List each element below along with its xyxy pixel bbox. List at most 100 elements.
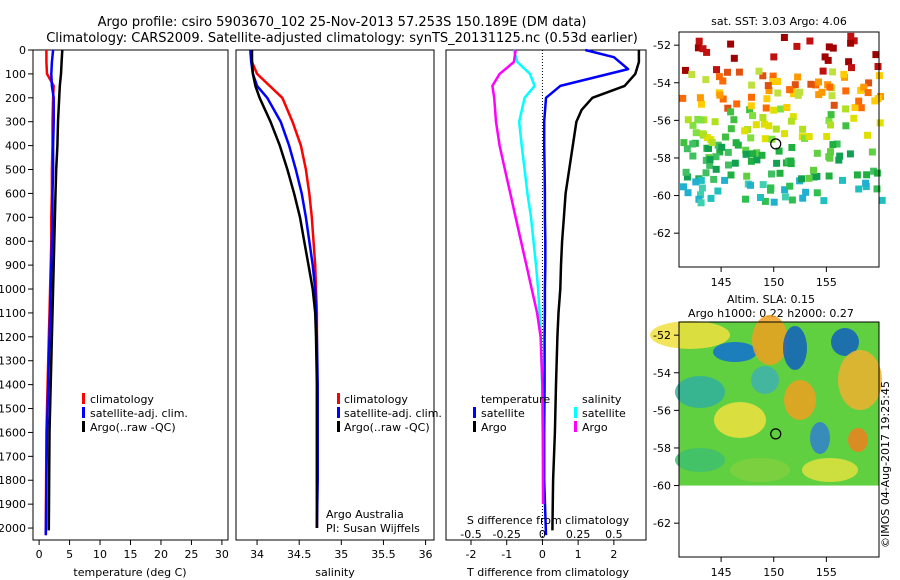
sst-cell [743, 172, 751, 180]
sst-cell [827, 111, 835, 119]
sst-cell [733, 100, 741, 108]
sst-cell [755, 67, 763, 75]
legend-label-climatology: climatology [90, 393, 154, 406]
sst-cell [789, 113, 797, 121]
sst-cell [759, 181, 767, 189]
sst-cell [698, 184, 706, 192]
sst-cell [821, 53, 829, 61]
sst-cell [772, 125, 780, 133]
salinity-x-label: salinity [315, 566, 355, 579]
sst-cell [715, 73, 723, 81]
y-tick-label: 1000 [0, 283, 26, 296]
map-y-tick-label: -52 [653, 39, 671, 52]
series-line-s-argo [491, 49, 545, 505]
y-tick-label: 100 [5, 68, 26, 81]
sst-cell [762, 104, 770, 112]
sst-cell [820, 197, 828, 205]
sst-cell [699, 45, 707, 53]
sst-cell [835, 156, 843, 164]
sst-cell [781, 193, 789, 201]
y-tick-label: 200 [5, 92, 26, 105]
sst-cell [825, 172, 833, 180]
top-x-tick-label: 0 [539, 528, 546, 541]
sst-cell [718, 143, 726, 151]
x-tick-label: 1 [575, 548, 582, 561]
sst-cell [692, 129, 700, 137]
legend-swatch-t-argo [473, 421, 476, 432]
sst-cell [830, 101, 838, 109]
sst-cell [749, 150, 757, 158]
sst-cell [765, 87, 773, 95]
sst-cell [826, 83, 834, 91]
sst-cell [722, 133, 729, 141]
sst-cell [716, 91, 724, 99]
sst-cell [791, 81, 799, 89]
legend-label-s-satellite: satellite [582, 407, 626, 420]
sst-cell [872, 51, 880, 59]
sst-cell [768, 135, 776, 143]
map-x-tick-label: 155 [816, 566, 837, 579]
sst-cell [752, 121, 760, 129]
sst-cell [757, 194, 764, 201]
sst-cell [748, 93, 755, 101]
sst-cell [774, 78, 782, 85]
legend-label-t-argo: Argo [481, 421, 507, 434]
temperature-panel: 0100200300400500600700800900100011001200… [0, 44, 229, 579]
sst-cell [688, 71, 696, 78]
legend-label-argo: Argo(..raw -QC) [344, 421, 430, 434]
y-tick-label: 1900 [0, 498, 26, 511]
sst-cell [783, 104, 791, 111]
x-tick-label: 15 [124, 548, 138, 561]
map-y-tick-label: -56 [653, 404, 671, 417]
map-y-tick-label: -52 [653, 329, 671, 342]
temperature-plot-frame [32, 49, 229, 541]
x-tick-label: 36 [419, 548, 433, 561]
y-tick-label: 400 [5, 140, 26, 153]
y-tick-label: 1700 [0, 450, 26, 463]
legend-swatch-argo [337, 421, 340, 432]
sst-cell [855, 185, 863, 193]
sla-anomaly-blob [752, 315, 788, 365]
sst-cell [742, 150, 750, 158]
map-y-tick-label: -60 [653, 480, 671, 493]
sst-cell [787, 117, 795, 125]
x-tick-label: 35 [334, 548, 348, 561]
top-x-tick-label: -0.5 [460, 528, 481, 541]
sla-anomaly-blob [751, 366, 779, 394]
sla-anomaly-blob [783, 326, 807, 370]
y-tick-label: 800 [5, 235, 26, 248]
sst-cell [874, 63, 882, 70]
sst-cell [770, 106, 778, 114]
top-x-tick-label: 0.5 [605, 528, 623, 541]
sst-cell [819, 67, 827, 75]
sst-cell [794, 73, 802, 81]
sst-cell [842, 122, 850, 130]
sla-anomaly-blob [810, 422, 830, 454]
salinity-plot-frame [235, 49, 435, 541]
sst-cell [727, 40, 735, 48]
x-tick-label: 2 [610, 548, 617, 561]
sst-cell [829, 141, 837, 149]
sst-cell [716, 148, 724, 156]
sst-cell [851, 104, 859, 111]
sst-cell [853, 171, 861, 179]
sst-cell [730, 116, 738, 124]
sst-cell [730, 54, 738, 62]
sst-cell [702, 156, 710, 164]
sst-cell [731, 159, 739, 167]
temperature-legend: climatology satellite-adj. clim. Argo(..… [82, 393, 188, 434]
sst-cell [825, 117, 833, 124]
legend-swatch-climatology [337, 393, 340, 404]
sst-cell [761, 197, 769, 205]
sst-cell [794, 91, 802, 99]
sla-anomaly-blob [784, 380, 816, 420]
sst-cell [714, 187, 722, 195]
legend-title-temperature: temperature [481, 393, 550, 406]
sst-cell [842, 105, 849, 113]
sst-cell [786, 182, 794, 190]
sst-cell [839, 176, 846, 184]
sla-map-frame [678, 321, 880, 558]
sst-cell [873, 169, 881, 177]
sst-cell [862, 179, 870, 187]
sst-cell [707, 194, 715, 202]
